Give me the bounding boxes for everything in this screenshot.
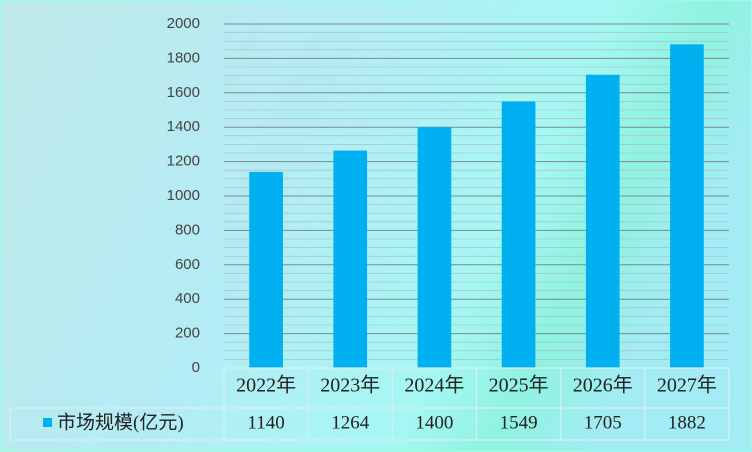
table-value: 1264 [331,412,370,433]
y-tick-label: 1800 [167,49,200,66]
y-tick-label: 600 [175,256,200,273]
legend-label: 市场规模(亿元) [57,411,184,433]
x-tick-label: 2027年 [657,374,717,397]
bar [585,74,620,369]
bar [501,101,536,369]
y-tick-label: 0 [192,359,200,376]
x-tick-label: 2022年 [236,374,296,397]
y-tick-label: 1400 [167,118,200,135]
x-tick-label: 2024年 [404,374,464,397]
table-value: 1140 [247,412,284,433]
y-tick-label: 1000 [167,187,200,204]
bar [417,127,452,368]
y-tick-label: 2000 [167,15,200,32]
x-tick-label: 2025年 [489,374,549,397]
y-tick-label: 200 [175,325,200,342]
y-tick-label: 1600 [167,84,200,101]
x-tick-label: 2026年 [573,374,633,397]
bar [670,44,704,369]
y-tick-label: 800 [175,221,200,238]
table-value: 1400 [415,412,453,433]
x-tick-label: 2023年 [320,374,380,397]
bar [249,171,283,368]
y-tick-label: 1200 [167,153,200,170]
table-value: 1549 [500,412,538,433]
table-value: 1882 [668,412,706,433]
table-value: 1705 [584,412,622,433]
legend-swatch [43,418,52,427]
bar [333,150,368,368]
y-tick-label: 400 [175,290,200,307]
